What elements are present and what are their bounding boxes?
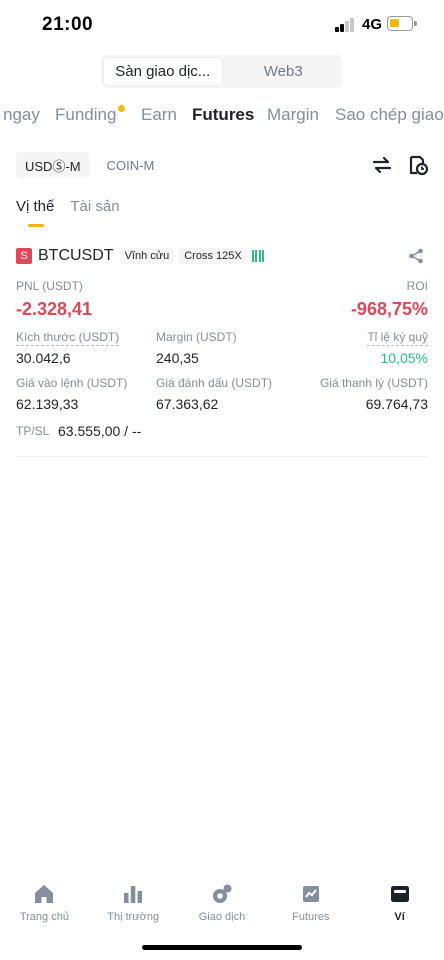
usdm-toggle[interactable]: USDⓈ-M [16,152,90,178]
nav-futures[interactable]: Futures [266,875,355,935]
position-tabs: Vị thế Tài sản [16,198,136,215]
tab-copy-trading[interactable]: Sao chép giao [335,105,444,124]
market-icon [124,886,143,903]
roi-value: -968,75% [350,299,428,319]
adl-indicator-icon [251,250,266,262]
size-value: 30.042,6 [16,350,71,366]
status-time: 21:00 [42,14,94,35]
tpsl-value[interactable]: 63.555,00 / -- [58,423,142,439]
margin-type-toggle: USDⓈ-M COIN-M [16,152,163,178]
short-badge: S [16,248,32,264]
tab-funding[interactable]: Funding [55,105,117,124]
transfer-icon[interactable] [371,154,393,176]
tab-ngay[interactable]: ngay [3,105,40,124]
nav-trade-label: Giao dịch [198,911,246,923]
wallet-icon [390,886,409,902]
pnl-label: PNL (USDT) [16,279,83,293]
mark-price-value: 67.363,62 [156,396,219,412]
nav-trade[interactable]: Giao dịch [178,875,267,935]
nav-home[interactable]: Trang chủ [0,875,89,935]
history-icon[interactable] [407,154,429,176]
home-icon [35,885,54,903]
leverage-tag[interactable]: Cross 125X [179,248,247,264]
tab-earn[interactable]: Earn [141,105,177,124]
segment-exchange[interactable]: Sàn giao dịc... [103,57,223,86]
tab-positions[interactable]: Vị thế [16,198,55,215]
signal-icon [335,18,357,32]
card-divider [16,456,428,457]
home-indicator [142,945,302,950]
nav-futures-label: Futures [292,911,330,923]
bottom-nav: Trang chủ Thị trường Giao dịch Futures V… [0,875,444,935]
symbol-name[interactable]: BTCUSDT [38,247,114,264]
tab-futures[interactable]: Futures [192,105,255,124]
pnl-value: -2.328,41 [16,299,93,319]
mark-price-label: Giá đánh dấu (USDT) [156,376,273,390]
contract-type-tag: Vĩnh cửu [119,248,175,264]
trade-icon [212,884,232,903]
nav-markets[interactable]: Thị trường [89,875,178,935]
margin-ratio-value: 10,05% [380,350,428,366]
network-type: 4G [362,16,383,33]
status-bar: 21:00 4G [0,0,444,50]
category-tabs: ngay Funding Earn Futures Margin Sao ché… [0,105,444,131]
margin-value: 240,35 [156,350,199,366]
margin-label: Margin (USDT) [156,330,237,344]
nav-wallet[interactable]: Ví [355,875,444,935]
tab-margin[interactable]: Margin [267,105,319,124]
battery-icon [387,16,417,31]
exchange-web3-switch: Sàn giao dịc... Web3 [101,55,342,88]
share-icon[interactable] [408,248,424,264]
margin-ratio-label[interactable]: Tỉ lệ ký quỹ [367,330,428,346]
roi-label: ROI [406,279,428,293]
size-label[interactable]: Kích thước (USDT) [16,330,120,346]
coinm-toggle[interactable]: COIN-M [106,157,155,173]
tpsl-label: TP/SL [16,424,50,438]
liq-price-label: Giá thanh lý (USDT) [319,376,428,390]
nav-wallet-label: Ví [394,911,405,923]
entry-price-label: Giá vào lệnh (USDT) [16,376,128,390]
nav-home-label: Trang chủ [19,911,69,923]
entry-price-value: 62.139,33 [16,396,79,412]
symbol-row: S BTCUSDT Vĩnh cửu Cross 125X [16,246,266,266]
tab-assets[interactable]: Tài sản [70,198,120,215]
segment-web3[interactable]: Web3 [263,63,303,80]
notification-dot [118,105,125,112]
liq-price-value: 69.764,73 [365,396,428,412]
futures-icon [302,886,319,902]
nav-markets-label: Thị trường [107,911,160,923]
active-tab-indicator [28,224,44,227]
